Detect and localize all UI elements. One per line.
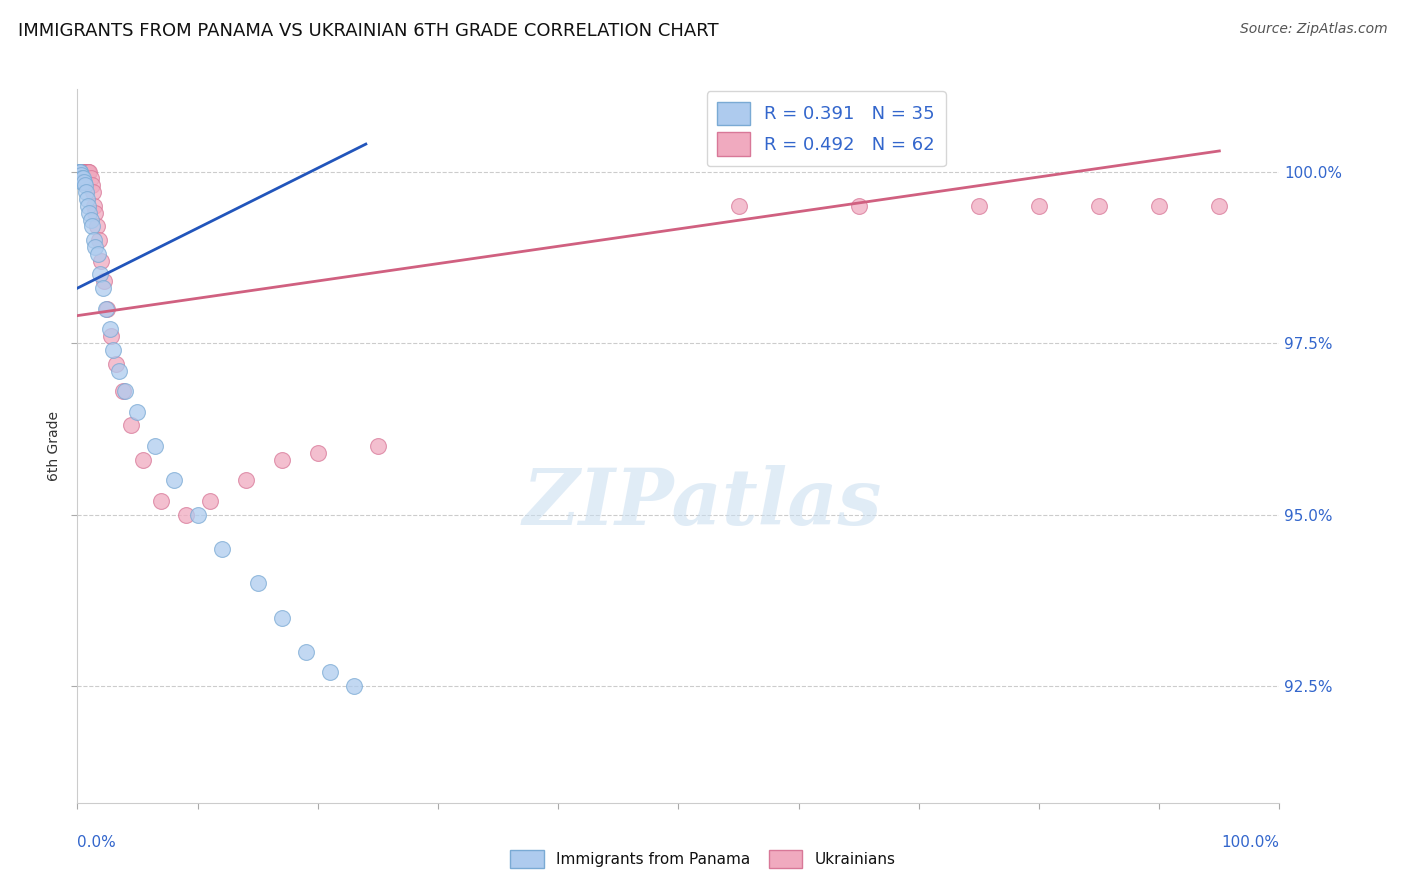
Point	[77, 199, 100, 213]
Point	[96, 301, 118, 316]
Point	[70, 164, 93, 178]
Point	[73, 164, 96, 178]
Point	[76, 164, 98, 178]
Point	[90, 253, 112, 268]
Point	[1028, 199, 1050, 213]
Point	[270, 452, 292, 467]
Legend: Immigrants from Panama, Ukrainians: Immigrants from Panama, Ukrainians	[505, 844, 901, 873]
Point	[77, 164, 100, 178]
Point	[211, 541, 233, 556]
Point	[80, 178, 103, 193]
Point	[104, 357, 127, 371]
Point	[70, 164, 93, 178]
Point	[83, 233, 105, 247]
Point	[73, 175, 96, 189]
Legend: R = 0.391   N = 35, R = 0.492   N = 62: R = 0.391 N = 35, R = 0.492 N = 62	[707, 91, 946, 167]
Point	[150, 494, 173, 508]
Point	[67, 164, 90, 178]
Point	[145, 439, 167, 453]
Point	[89, 268, 111, 282]
Point	[76, 164, 98, 178]
Point	[270, 610, 292, 624]
Point	[87, 233, 110, 247]
Text: Source: ZipAtlas.com: Source: ZipAtlas.com	[1240, 22, 1388, 37]
Point	[114, 384, 136, 398]
Point	[198, 494, 221, 508]
Point	[91, 281, 114, 295]
Point	[127, 405, 149, 419]
Point	[75, 164, 97, 178]
Point	[307, 446, 329, 460]
Point	[82, 185, 104, 199]
Point	[120, 418, 142, 433]
Point	[1208, 199, 1230, 213]
Point	[343, 679, 366, 693]
Text: 0.0%: 0.0%	[77, 836, 117, 850]
Point	[69, 164, 91, 178]
Point	[67, 164, 90, 178]
Point	[111, 384, 134, 398]
Point	[162, 473, 184, 487]
Point	[70, 168, 93, 182]
Point	[727, 199, 749, 213]
Point	[96, 301, 118, 316]
Point	[98, 322, 121, 336]
Point	[132, 452, 155, 467]
Point	[79, 164, 101, 178]
Y-axis label: 6th Grade: 6th Grade	[48, 411, 62, 481]
Point	[1149, 199, 1171, 213]
Point	[67, 164, 90, 178]
Point	[246, 576, 269, 591]
Point	[70, 171, 93, 186]
Point	[73, 164, 96, 178]
Point	[294, 645, 316, 659]
Point	[80, 219, 103, 234]
Point	[75, 164, 97, 178]
Point	[72, 164, 94, 178]
Text: ZIPatlas: ZIPatlas	[523, 465, 882, 541]
Point	[848, 199, 870, 213]
Point	[108, 363, 131, 377]
Point	[83, 199, 105, 213]
Point	[70, 175, 93, 189]
Point	[75, 164, 97, 178]
Point	[73, 178, 96, 193]
Point	[76, 192, 98, 206]
Point	[103, 343, 125, 357]
Point	[69, 164, 91, 178]
Point	[75, 185, 97, 199]
Point	[84, 205, 107, 219]
Point	[1088, 199, 1111, 213]
Point	[367, 439, 389, 453]
Point	[87, 247, 110, 261]
Text: IMMIGRANTS FROM PANAMA VS UKRAINIAN 6TH GRADE CORRELATION CHART: IMMIGRANTS FROM PANAMA VS UKRAINIAN 6TH …	[18, 22, 718, 40]
Point	[86, 219, 108, 234]
Point	[84, 240, 107, 254]
Point	[235, 473, 257, 487]
Point	[70, 164, 93, 178]
Point	[174, 508, 197, 522]
Point	[69, 164, 91, 178]
Point	[967, 199, 990, 213]
Point	[93, 274, 115, 288]
Point	[79, 205, 101, 219]
Point	[79, 212, 101, 227]
Point	[69, 164, 91, 178]
Point	[319, 665, 342, 680]
Point	[187, 508, 209, 522]
Point	[72, 171, 94, 186]
Point	[100, 329, 122, 343]
Text: 100.0%: 100.0%	[1222, 836, 1279, 850]
Point	[79, 171, 101, 186]
